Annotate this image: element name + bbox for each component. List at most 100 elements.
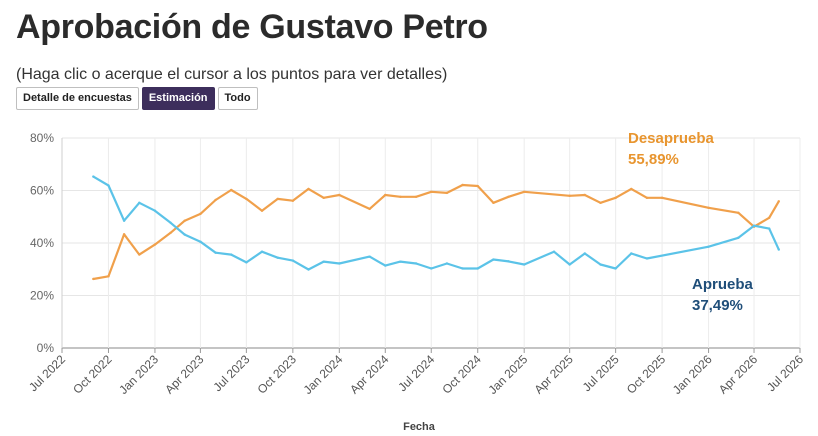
data-point-aprueba [214,251,217,254]
data-point-desaprueba [399,195,402,198]
data-point-desaprueba [522,190,526,194]
x-tick-label: Oct 2024 [440,352,485,397]
x-tick-label: Jul 2026 [764,352,806,394]
series-line-desaprueba [93,183,780,281]
data-point-aprueba [414,262,418,265]
x-tick-label: Apr 2023 [162,352,207,397]
x-tick-label: Jan 2023 [116,352,161,397]
data-point-desaprueba [322,196,325,200]
data-point-aprueba [492,258,495,261]
tab-todo[interactable]: Todo [217,87,258,110]
data-point-desaprueba [92,277,95,281]
data-point-desaprueba [338,193,341,197]
data-point-aprueba [461,267,464,270]
x-tick-label: Jul 2022 [26,352,68,394]
series-label-desaprueba: Desaprueba [628,130,715,147]
series-value-aprueba: 37,49% [692,297,743,314]
x-tick-label: Jul 2025 [580,352,622,394]
x-tick-label: Jul 2024 [395,352,437,394]
data-point-aprueba [276,256,279,259]
series-label-aprueba: Aprueba [692,276,754,293]
data-point-aprueba [260,250,264,253]
data-point-aprueba [92,175,95,178]
data-point-desaprueba [777,200,780,203]
x-tick-label: Oct 2023 [255,352,300,397]
data-point-desaprueba [630,187,633,191]
x-tick-label: Jan 2026 [670,352,715,397]
y-tick-label: 40% [30,236,54,250]
data-point-aprueba [737,236,740,239]
y-tick-label: 80% [30,131,54,145]
data-point-aprueba [445,262,449,265]
data-point-desaprueba [122,233,126,236]
data-point-aprueba [752,224,756,227]
x-tick-label: Jan 2024 [301,352,346,397]
data-point-desaprueba [445,191,449,195]
x-tick-label: Oct 2025 [624,352,669,397]
data-point-aprueba [138,201,141,205]
view-tabs: Detalle de encuestas Estimación Todo [16,87,258,110]
data-point-desaprueba [169,231,172,234]
data-point-aprueba [767,227,771,230]
data-point-aprueba [230,253,233,256]
x-tick-label: Oct 2022 [70,352,115,397]
data-point-aprueba [199,240,202,243]
data-point-desaprueba [583,193,587,197]
data-point-desaprueba [414,195,418,198]
y-tick-label: 20% [30,289,54,303]
data-point-desaprueba [245,197,248,201]
data-point-aprueba [291,259,295,262]
data-point-aprueba [183,233,186,236]
series-value-desaprueba: 55,89% [628,151,679,168]
data-point-desaprueba [153,243,157,246]
tab-estimacion[interactable]: Estimación [141,87,215,110]
data-point-desaprueba [599,201,602,205]
data-point-aprueba [476,267,479,270]
data-point-aprueba [307,268,310,271]
data-point-desaprueba [461,183,464,187]
data-point-desaprueba [368,207,371,211]
data-point-desaprueba [507,195,510,198]
data-point-desaprueba [568,194,571,197]
data-point-aprueba [399,260,402,263]
data-point-desaprueba [614,196,617,200]
data-point-aprueba [507,260,510,263]
x-tick-label: Jul 2023 [211,352,253,394]
data-point-desaprueba [214,198,217,202]
data-point-aprueba [614,267,617,270]
chart-title: Aprobación de Gustavo Petro [16,8,488,46]
data-point-desaprueba [183,219,186,222]
data-point-aprueba [169,221,172,224]
data-point-aprueba [384,264,387,267]
data-point-aprueba [552,250,556,253]
data-point-aprueba [583,252,587,255]
data-point-desaprueba [707,206,710,210]
data-point-desaprueba [138,253,141,256]
data-point-desaprueba [107,275,110,278]
data-point-aprueba [107,184,110,187]
data-point-desaprueba [276,197,279,201]
data-point-aprueba [645,257,649,260]
data-point-desaprueba [660,196,664,200]
x-tick-label: Apr 2025 [531,352,576,397]
chart-subtitle: (Haga clic o acerque el cursor a los pun… [16,66,448,83]
data-point-aprueba [707,245,710,248]
y-tick-label: 0% [37,341,55,355]
tab-detalle-encuestas[interactable]: Detalle de encuestas [16,87,139,110]
data-point-aprueba [153,209,157,212]
data-point-desaprueba [230,188,233,192]
data-point-desaprueba [384,193,387,197]
data-point-desaprueba [260,209,264,212]
data-point-aprueba [122,219,126,222]
x-axis-title: Fecha [403,421,436,433]
data-point-desaprueba [307,187,310,191]
data-point-aprueba [630,252,633,255]
data-point-desaprueba [291,199,295,202]
x-tick-label: Apr 2026 [716,352,761,397]
x-tick-label: Jan 2025 [485,352,530,397]
data-point-aprueba [430,267,433,270]
data-point-aprueba [338,262,341,265]
data-point-desaprueba [476,184,479,188]
data-point-aprueba [568,263,571,266]
